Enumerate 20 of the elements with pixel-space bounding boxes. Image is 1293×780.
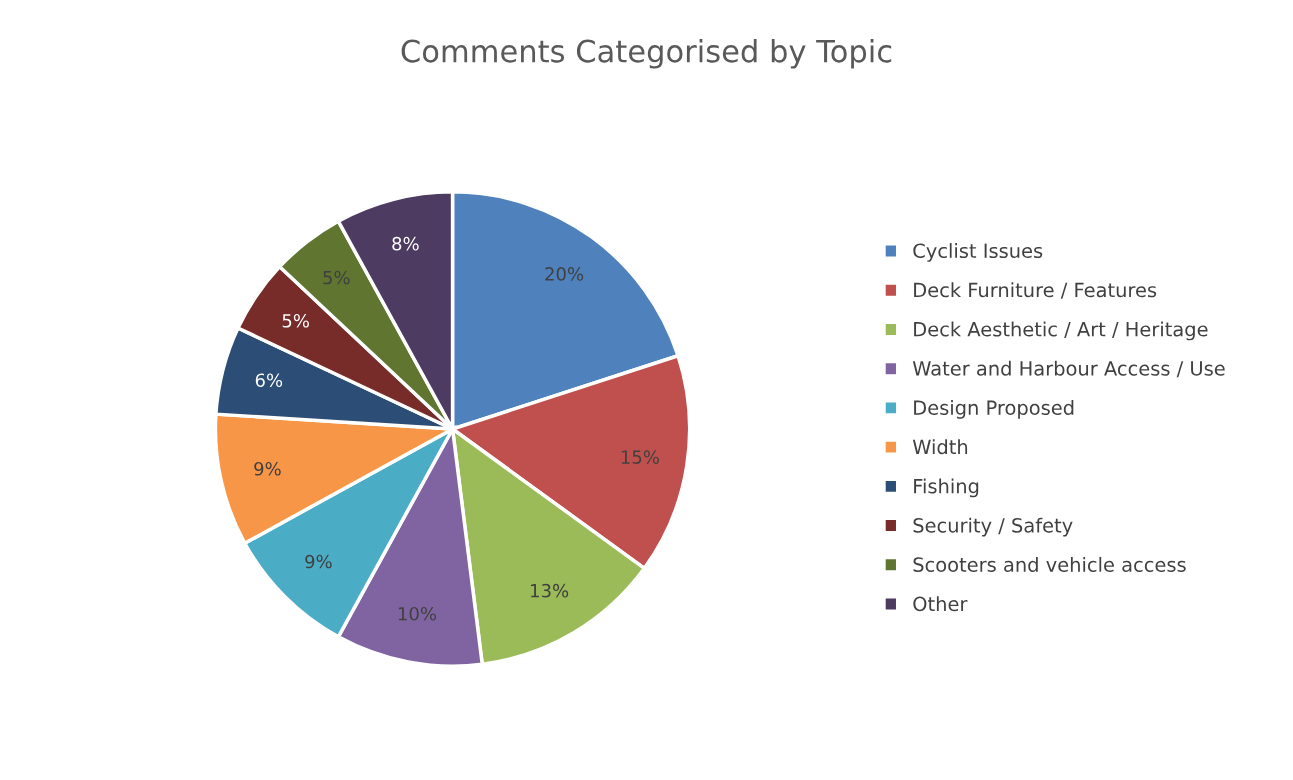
- data-label: 15%: [621, 450, 659, 464]
- legend-label: Deck Furniture / Features: [914, 282, 1157, 299]
- legend-label: Scooters and vehicle access: [913, 556, 1186, 572]
- data-label: 9%: [254, 461, 281, 476]
- data-label: 20%: [545, 267, 584, 281]
- legend-label: Fishing: [914, 478, 979, 498]
- data-label: 10%: [398, 606, 437, 621]
- chart-title: Comments Categorised by Topic: [401, 39, 892, 69]
- data-label: 9%: [305, 554, 332, 569]
- data-label: 13%: [531, 583, 569, 598]
- data-label: 5%: [282, 313, 309, 328]
- data-label: 8%: [392, 236, 419, 251]
- legend-label: Width: [912, 439, 968, 455]
- legend-label: Design Proposed: [914, 399, 1074, 419]
- legend-label: Other: [913, 596, 968, 612]
- legend-label: Deck Aesthetic / Art / Heritage: [914, 321, 1208, 341]
- legend-label: Water and Harbour Access / Use: [912, 360, 1225, 378]
- legend-label: Cyclist Issues: [913, 243, 1043, 262]
- legend-label: Security / Safety: [913, 517, 1073, 537]
- data-label: 6%: [255, 373, 283, 388]
